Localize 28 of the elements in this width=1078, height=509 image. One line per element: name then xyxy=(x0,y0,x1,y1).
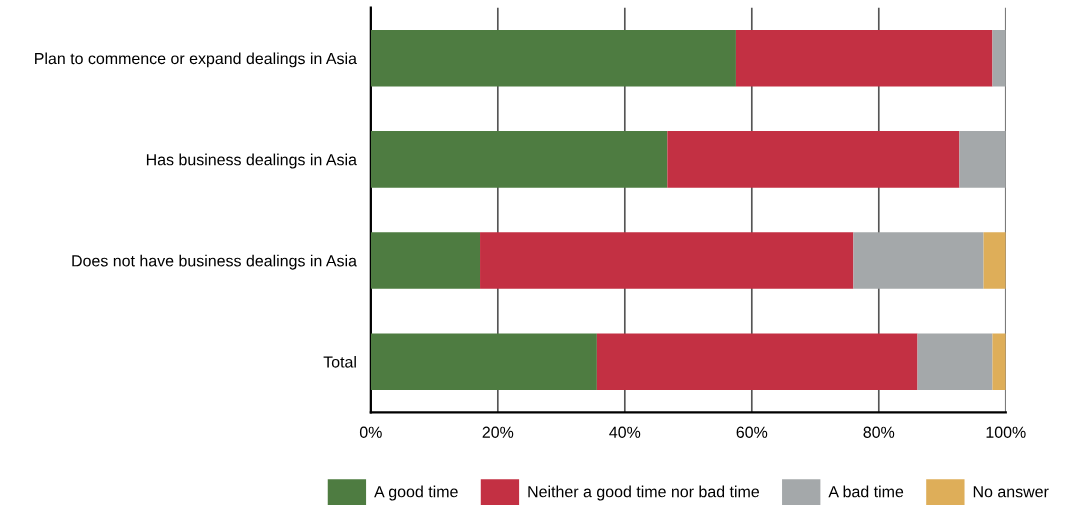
bar xyxy=(370,232,481,289)
bar xyxy=(370,29,736,87)
legend-label: Neither a good time nor bad time xyxy=(528,485,759,501)
bar xyxy=(992,333,1006,391)
y-tick-label: Total xyxy=(323,355,356,368)
x-tick-label: 80% xyxy=(863,426,895,438)
x-tick-label: 40% xyxy=(609,426,641,438)
x-tick-label: 60% xyxy=(736,426,768,438)
bar xyxy=(992,29,1006,87)
bar xyxy=(667,131,960,188)
y-tick-label: Has business dealings in Asia xyxy=(146,153,357,169)
bar xyxy=(983,232,1006,289)
bar xyxy=(370,131,668,188)
x-tick-label: 0% xyxy=(359,426,382,438)
legend-label: A good time xyxy=(374,485,458,501)
bar xyxy=(596,333,918,391)
x-tick-label: 100% xyxy=(986,426,1026,438)
bar xyxy=(480,232,854,289)
bar xyxy=(917,333,993,391)
y-tick-label: Plan to commence or expand dealings in Asia xyxy=(35,52,357,68)
bar xyxy=(959,131,1006,188)
bar xyxy=(370,333,597,391)
y-tick-label: Does not have business dealings in Asia xyxy=(72,254,357,270)
legend-label: No answer xyxy=(973,486,1049,498)
bar xyxy=(735,29,993,87)
x-tick-label: 20% xyxy=(482,426,514,438)
bar xyxy=(853,232,984,289)
legend-label: A bad time xyxy=(828,485,904,498)
